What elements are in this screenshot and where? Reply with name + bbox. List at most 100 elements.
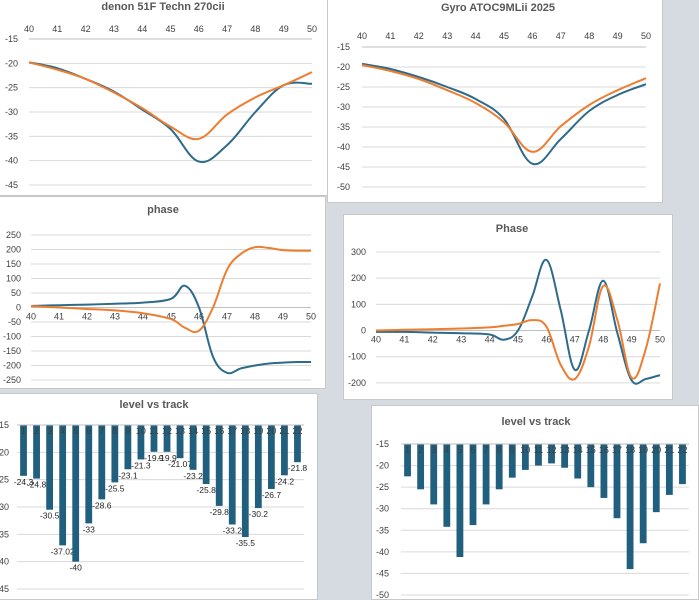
category-label: 18 — [240, 426, 250, 436]
category-label: 15 — [586, 445, 596, 455]
bar — [241, 425, 249, 538]
category-label: 9 — [510, 445, 515, 455]
x-tick-label: 48 — [598, 335, 608, 345]
data-label: -19.9 — [157, 453, 177, 463]
data-label: -23.2 — [183, 471, 203, 481]
series-line-blue — [30, 284, 312, 375]
category-label: 1 — [405, 445, 410, 455]
x-tick-label: 49 — [627, 335, 637, 345]
y-tick-label: 40 — [0, 557, 9, 567]
y-tick-label: -150 — [3, 346, 21, 356]
category-label: 8 — [112, 426, 117, 436]
y-tick-label: -35 — [337, 122, 350, 132]
y-tick-label: -40 — [337, 142, 350, 152]
y-tick-label: -45 — [5, 180, 18, 190]
y-tick-label: 100 — [351, 299, 366, 309]
category-label: 10 — [136, 426, 146, 436]
y-tick-label: -40 — [376, 547, 389, 557]
bar — [267, 425, 275, 489]
x-tick-label: 49 — [613, 31, 623, 41]
y-tick-label: -30 — [5, 107, 18, 117]
chart-panel-denon-phase: phase 250 200 150 100 50 0 -50 -100 -150 -200 -250 4… — [0, 196, 326, 389]
category-label: 18 — [625, 445, 635, 455]
category-label: 10 — [520, 445, 530, 455]
bar — [679, 444, 686, 485]
y-tick-label: -30 — [376, 504, 389, 514]
category-label: 20 — [651, 445, 661, 455]
category-label: 8 — [497, 445, 502, 455]
y-tick-label: 0 — [361, 326, 366, 336]
chart-gyro-bars: level vs track-15-20-25-30-35-40-45-501 2… — [376, 416, 689, 600]
category-label: 12 — [162, 426, 172, 436]
bar — [215, 425, 223, 506]
bar — [294, 425, 301, 463]
category-label: 19 — [638, 445, 648, 455]
series-line-orange — [30, 245, 312, 334]
category-label: 21 — [279, 426, 289, 436]
x-tick-label: 50 — [307, 24, 317, 34]
chart-gyro-level: Gyro ATOC9MLii 2025 -15 -20 -25 -30 -35 -40 -45… — [337, 2, 651, 192]
x-tick-label: 44 — [138, 312, 148, 322]
data-label: -19.9 — [144, 453, 164, 463]
data-label: -30.2 — [249, 509, 269, 519]
x-tick-label: 40 — [371, 335, 381, 345]
category-label: 6 — [86, 426, 91, 436]
category-label: 4 — [60, 426, 65, 436]
category-label: 20 — [266, 426, 276, 436]
bar — [639, 444, 647, 544]
data-label: -29.8 — [210, 507, 230, 517]
x-tick-label: 47 — [556, 31, 566, 41]
data-label: -23.1 — [118, 470, 138, 480]
chart-title: phase — [147, 204, 179, 216]
category-label: 14 — [573, 445, 583, 455]
x-tick-label: 43 — [456, 335, 466, 345]
bar — [189, 425, 197, 470]
series-line-orange — [361, 64, 647, 153]
x-tick-label: 48 — [250, 24, 260, 34]
bar — [600, 444, 608, 498]
bar — [574, 444, 582, 479]
y-tick-label: -50 — [337, 182, 350, 192]
category-label: 22 — [677, 445, 687, 455]
y-tick-label: 200 — [351, 273, 366, 283]
data-label: -33.2 — [223, 525, 243, 535]
x-tick-label: 43 — [109, 24, 119, 34]
x-tick-label: 46 — [194, 312, 204, 322]
x-tick-label: 44 — [485, 335, 495, 345]
data-label: -30.5 — [40, 511, 60, 521]
data-label: -35.5 — [236, 538, 256, 548]
y-tick-label: -25 — [5, 83, 18, 93]
bar — [495, 444, 503, 490]
x-tick-label: 46 — [194, 24, 204, 34]
y-tick-label: -50 — [8, 317, 21, 327]
bar — [33, 425, 40, 479]
x-tick-label: 45 — [513, 335, 523, 345]
bar — [626, 444, 634, 570]
bar — [548, 444, 555, 464]
y-tick-label: 200 — [6, 245, 21, 255]
y-tick-label: 25 — [0, 475, 9, 485]
bar — [85, 425, 93, 524]
data-label: -33 — [83, 524, 96, 534]
x-tick-label: 41 — [52, 24, 62, 34]
data-label: -25.8 — [196, 485, 216, 495]
category-label: 19 — [253, 426, 263, 436]
y-tick-label: 250 — [6, 230, 21, 240]
y-tick-label: -50 — [376, 590, 389, 600]
bar — [652, 444, 660, 513]
bar — [20, 425, 27, 476]
bar — [404, 444, 411, 477]
chart-title: level vs track — [501, 416, 571, 428]
category-label: 9 — [125, 426, 130, 436]
x-tick-label: 42 — [414, 31, 424, 41]
data-label: -21.8 — [288, 463, 308, 473]
bar — [613, 444, 621, 519]
series-line-blue — [361, 62, 647, 166]
bar — [561, 444, 569, 468]
category-label: 3 — [47, 426, 52, 436]
category-label: 5 — [73, 426, 78, 436]
chart-panel-gyro-bars: level vs track -15 -20 -25 -30 -35 -40 -45 -50 1 2… — [371, 405, 699, 600]
bar — [202, 425, 210, 485]
y-tick-label: 35 — [0, 529, 9, 539]
category-label: 22 — [292, 426, 302, 436]
